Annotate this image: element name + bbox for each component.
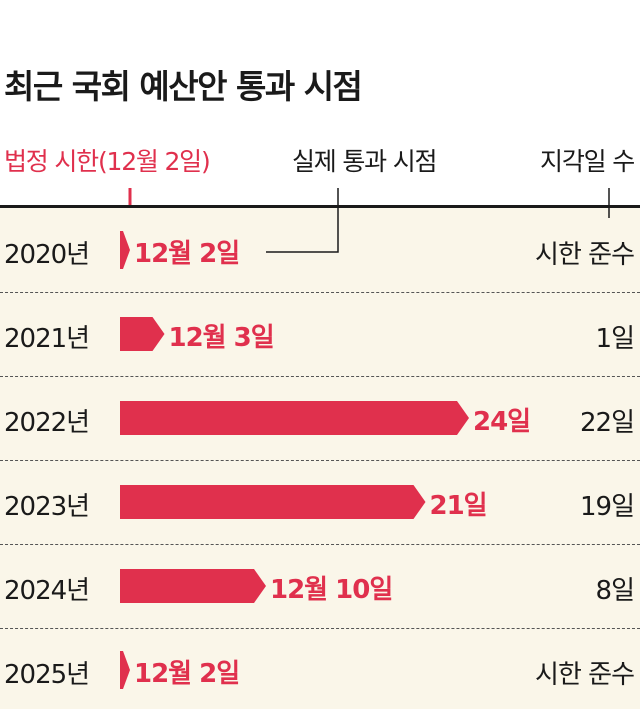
year-label: 2024년 [4,576,90,606]
passage-date-label: 12월 2일 [134,239,240,269]
year-label: 2023년 [4,492,90,522]
days-late-label: 19일 [579,492,635,522]
passage-date-label: 24일 [473,407,531,437]
days-late-label: 1일 [595,324,635,354]
chart-panel [0,205,640,709]
row-separator [0,628,640,629]
passage-date-label: 12월 10일 [270,575,393,605]
legend-legal-deadline: 법정 시한(12월 2일) [4,147,211,176]
passage-date-label: 21일 [429,491,488,521]
days-late-label: 22일 [579,408,635,438]
passage-date-label: 12월 3일 [168,323,275,353]
row-separator [0,460,640,461]
year-label: 2020년 [4,240,90,270]
year-label: 2021년 [4,324,90,354]
year-label: 2022년 [4,408,90,438]
year-label: 2025년 [4,660,90,690]
row-separator [0,292,640,293]
days-late-label: 시한 준수 [535,660,635,690]
chart-title: 최근 국회 예산안 통과 시점 [4,67,363,106]
legend-actual-passage: 실제 통과 시점 [292,147,437,176]
legend-days-late: 지각일 수 [540,147,635,176]
row-separator [0,376,640,377]
passage-date-label: 12월 2일 [134,659,240,689]
days-late-label: 시한 준수 [535,240,635,270]
row-separator [0,544,640,545]
days-late-label: 8일 [595,576,635,606]
